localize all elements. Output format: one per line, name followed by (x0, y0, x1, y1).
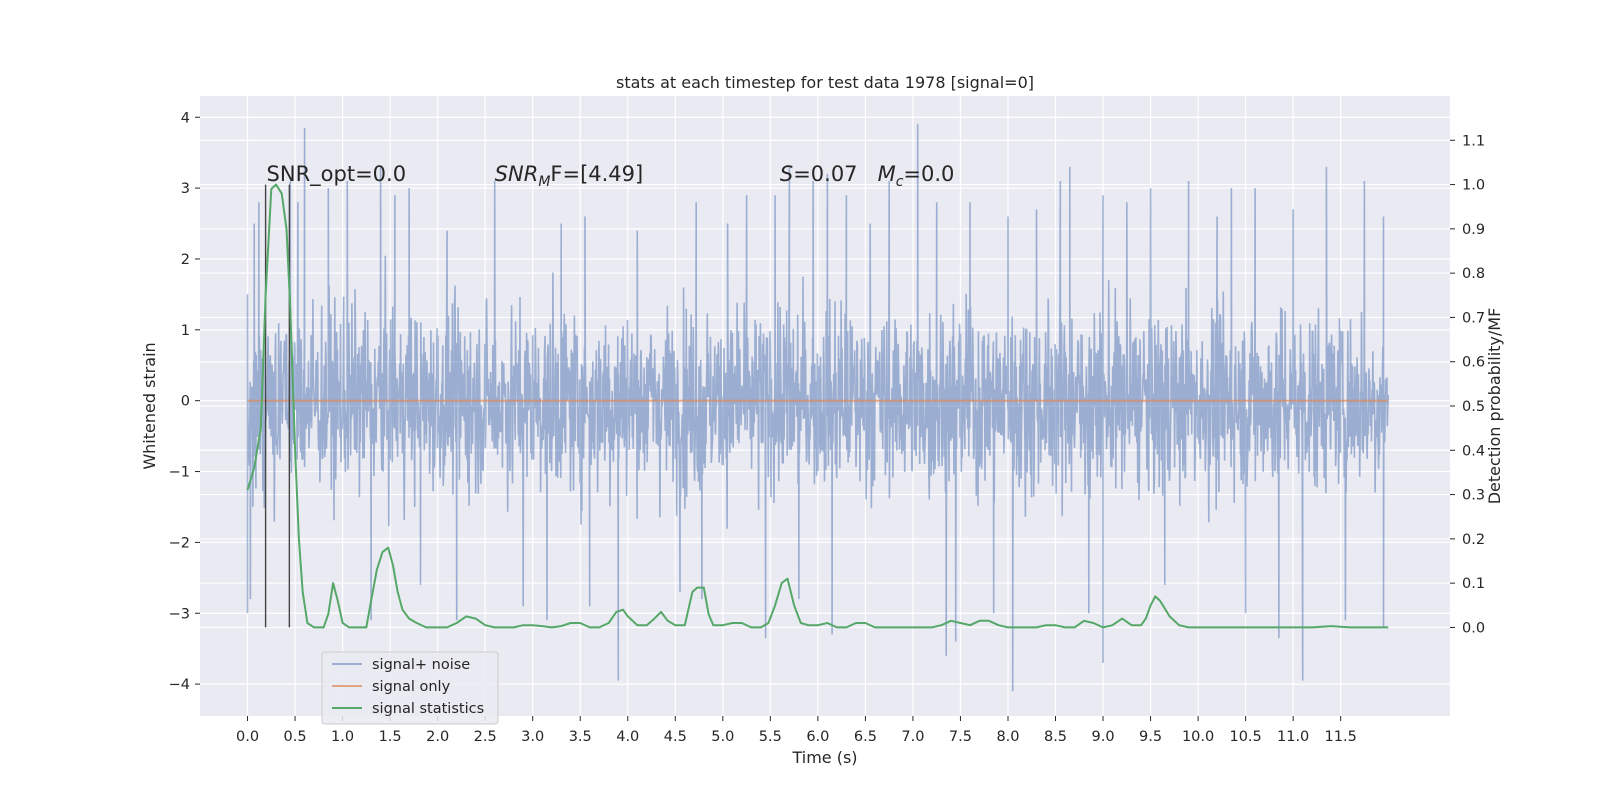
x-tick-label: 1.0 (331, 729, 354, 745)
x-tick-label: 4.5 (664, 729, 687, 745)
legend-box (321, 651, 499, 725)
y-right-tick-label: 0.4 (1462, 443, 1485, 459)
y-tick-label: 0 (181, 394, 190, 410)
x-tick-label: 7.5 (949, 729, 972, 745)
annotation-snr-mf-symbol: SNR (495, 162, 539, 186)
annotation-snr-mf-subscript: M (538, 174, 550, 190)
x-tick-label: 8.5 (1044, 729, 1067, 745)
x-tick-label: 0.0 (236, 729, 259, 745)
legend-label-signal-statistics: signal statistics (372, 701, 484, 717)
y-right-tick-label: 0.0 (1462, 620, 1485, 636)
x-tick-label: 0.5 (284, 729, 307, 745)
y-right-tick-label: 1.0 (1462, 178, 1485, 194)
y-tick-label: 2 (181, 252, 190, 268)
y-right-tick-label: 0.2 (1462, 532, 1485, 548)
x-tick-label: 9.0 (1092, 729, 1115, 745)
signal-statistics-line (246, 183, 1389, 629)
y-axis-label: Whitened strain (140, 342, 159, 469)
legend-label-signal-noise: signal+ noise (372, 657, 470, 673)
legend-label-signal-only: signal only (372, 679, 451, 695)
y-axis-ticks: −4 −3 −2 −1 0 1 2 3 4 (169, 110, 200, 693)
signal-noise-line (246, 124, 1389, 692)
y-right-tick-label: 0.7 (1462, 310, 1485, 326)
y-right-tick-label: 0.5 (1462, 399, 1485, 415)
y-right-tick-label: 0.6 (1462, 355, 1485, 371)
annotation-snr-mf: SNRMF=[4.49] (495, 162, 644, 190)
x-tick-label: 2.0 (426, 729, 449, 745)
y-right-axis-ticks: 0.0 0.1 0.2 0.3 0.4 0.5 0.6 0.7 0.8 0.9 1.0 1.1 (1450, 133, 1485, 636)
x-tick-label: 9.5 (1139, 729, 1162, 745)
series-signal-noise (246, 124, 1389, 692)
y-tick-label: −2 (169, 535, 190, 551)
vertical-markers (264, 184, 291, 628)
x-tick-label: 6.0 (806, 729, 829, 745)
annotation-s-mc: S=0.07 Mc=0.0 (780, 162, 955, 190)
x-tick-label: 1.5 (379, 729, 402, 745)
y-tick-label: −3 (169, 606, 190, 622)
y-tick-label: 1 (181, 323, 190, 339)
annotation-snr-mf-value: F=[4.49] (550, 162, 643, 186)
legend: signal+ noise signal only signal statist… (321, 651, 499, 725)
y-right-tick-label: 1.1 (1462, 133, 1485, 149)
x-tick-label: 4.0 (616, 729, 639, 745)
x-tick-label: 6.5 (854, 729, 877, 745)
x-tick-label: 7.0 (901, 729, 924, 745)
y-tick-label: 4 (181, 110, 190, 126)
x-tick-label: 5.5 (759, 729, 782, 745)
annotation-mc-value: =0.0 (903, 162, 954, 186)
x-tick-label: 3.5 (569, 729, 592, 745)
y-tick-label: 3 (181, 181, 190, 197)
y-right-tick-label: 0.9 (1462, 222, 1485, 238)
series-signal-statistics (246, 183, 1389, 629)
x-tick-label: 5.0 (711, 729, 734, 745)
annotation-mc-subscript: c (896, 174, 904, 190)
x-tick-label: 11.5 (1325, 729, 1357, 745)
x-tick-label: 10.5 (1229, 729, 1261, 745)
y-right-tick-label: 0.8 (1462, 266, 1485, 282)
x-tick-label: 11.0 (1277, 729, 1309, 745)
y-tick-label: −1 (169, 465, 190, 481)
x-tick-label: 8.0 (996, 729, 1019, 745)
x-tick-label: 3.0 (521, 729, 544, 745)
x-tick-label: 2.5 (474, 729, 497, 745)
y-right-tick-label: 0.3 (1462, 488, 1485, 504)
annotation-mc-symbol: M (878, 162, 896, 186)
chart-title: stats at each timestep for test data 197… (616, 73, 1034, 92)
annotation-s-value: =0.07 (793, 162, 877, 186)
x-axis-label: Time (s) (791, 748, 857, 767)
y-tick-label: −4 (169, 677, 190, 693)
y-right-axis-label: Detection probability/MF (1485, 308, 1504, 505)
x-tick-label: 10.0 (1182, 729, 1214, 745)
annotation-snr-opt: SNR_opt=0.0 (267, 162, 407, 187)
annotation-s-symbol: S (780, 162, 793, 186)
x-axis-ticks: 0.0 0.5 1.0 1.5 2.0 2.5 3.0 3.5 4.0 4.5 5.0 5.5 6.0 6… (236, 716, 1357, 745)
y-right-tick-label: 0.1 (1462, 576, 1485, 592)
